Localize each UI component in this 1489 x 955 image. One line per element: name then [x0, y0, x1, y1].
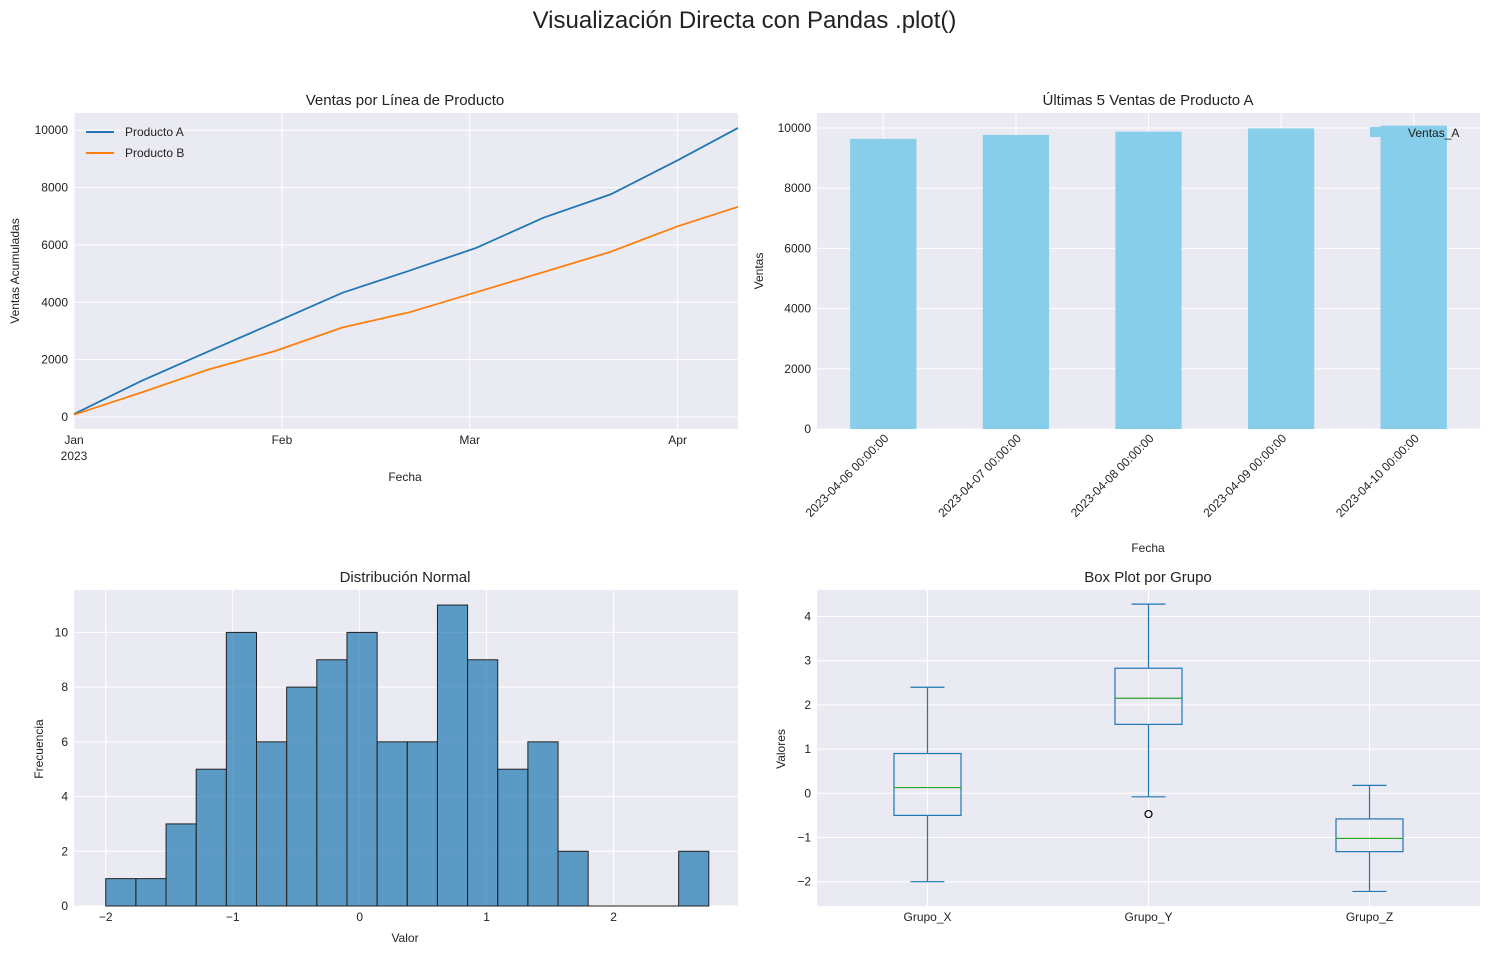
bar — [1380, 125, 1447, 429]
histogram-bar — [467, 659, 499, 907]
y-tick-label: 0 — [61, 410, 68, 424]
y-tick-label: −2 — [797, 875, 811, 889]
histogram-bar — [135, 878, 167, 907]
y-tick-label: 4000 — [41, 295, 68, 309]
boxplot-panel: Box Plot por Grupo Valores −2 −1 0 1 2 3 4 Grup… — [774, 569, 1480, 924]
histogram-bar — [225, 631, 258, 907]
y-tick-label: 2 — [804, 698, 811, 712]
histogram-bar — [406, 741, 438, 907]
bar-chart-panel: Últimas 5 Ventas de Producto A Fecha Ven… — [752, 92, 1480, 555]
y-tick-label: 0 — [804, 422, 811, 436]
y-tick-label: 10000 — [778, 121, 812, 135]
histogram-bar — [346, 631, 378, 907]
histogram-bar — [105, 878, 137, 907]
legend-label: Producto A — [125, 125, 184, 139]
histogram-bar — [436, 604, 469, 907]
y-tick-label: 3 — [804, 654, 811, 668]
y-tick-label: 2000 — [784, 362, 811, 376]
outlier-point — [1144, 809, 1153, 819]
histogram-bar — [286, 686, 318, 907]
histogram-ylabel: Frecuencia — [32, 719, 46, 779]
histogram-bar — [376, 741, 408, 907]
legend-swatch — [1370, 127, 1397, 137]
histogram-bar — [557, 850, 589, 907]
histogram-xlabel: Valor — [391, 931, 418, 945]
y-tick-label: 0 — [61, 899, 68, 913]
y-tick-label: 10000 — [35, 123, 69, 137]
line-chart-title: Ventas por Línea de Producto — [306, 92, 504, 109]
x-tick-label: 2 — [610, 910, 617, 924]
histogram-bar — [497, 768, 529, 907]
bar-chart-title: Últimas 5 Ventas de Producto A — [1043, 92, 1254, 109]
x-tick-label: 2023-04-10 00:00:00 — [1333, 431, 1422, 520]
figure-title: Visualización Directa con Pandas .plot() — [533, 7, 957, 34]
x-tick-label: 2023-04-08 00:00:00 — [1068, 431, 1157, 520]
x-tick-label: 1 — [483, 910, 490, 924]
line-chart-panel: Ventas por Línea de Producto Fecha Venta… — [8, 92, 739, 484]
box — [1335, 818, 1404, 853]
y-tick-label: 0 — [804, 786, 811, 800]
histogram-bar — [678, 850, 710, 907]
y-tick-label: 6 — [61, 735, 68, 749]
boxplot-ylabel: Valores — [774, 729, 788, 769]
histogram-bar — [527, 741, 559, 907]
y-tick-label: 6000 — [41, 238, 68, 252]
x-tick-label: 2023-04-09 00:00:00 — [1201, 431, 1290, 520]
bar — [1115, 131, 1182, 429]
y-tick-label: 4 — [804, 610, 811, 624]
histogram-panel: Distribución Normal Valor Frecuencia −2 −… — [32, 569, 738, 945]
y-tick-label: 10 — [55, 625, 69, 639]
x-tick-label: 2023-04-07 00:00:00 — [935, 431, 1024, 520]
y-tick-label: 8 — [61, 680, 68, 694]
line-chart-xlabel: Fecha — [388, 470, 422, 484]
bar-chart-ylabel: Ventas — [752, 253, 766, 290]
bar — [982, 134, 1050, 429]
bar-chart-xlabel: Fecha — [1131, 541, 1165, 555]
y-tick-label: 4 — [61, 790, 68, 804]
x-tick-label: −2 — [99, 910, 113, 924]
x-tick-label: −1 — [226, 910, 240, 924]
x-tick-label: Grupo_Z — [1346, 910, 1393, 924]
legend-label: Ventas_A — [1408, 126, 1459, 140]
box — [893, 752, 962, 816]
y-tick-label: 1 — [804, 742, 811, 756]
bar — [1247, 128, 1315, 429]
x-tick-label: Apr — [668, 433, 687, 447]
y-tick-label: 8000 — [41, 181, 68, 195]
x-tick-label: Grupo_Y — [1124, 910, 1172, 924]
x-tick-sublabel: 2023 — [61, 449, 88, 463]
box — [1114, 667, 1183, 725]
y-tick-label: 6000 — [784, 241, 811, 255]
histogram-bar — [195, 768, 227, 907]
x-tick-label: 2023-04-06 00:00:00 — [803, 431, 892, 520]
legend-label: Producto B — [125, 146, 184, 160]
histogram-bar — [165, 823, 197, 907]
y-tick-label: 2000 — [41, 353, 68, 367]
bar — [850, 138, 917, 430]
y-tick-label: −1 — [797, 830, 811, 844]
histogram-title: Distribución Normal — [340, 569, 471, 586]
y-tick-label: 2 — [61, 844, 68, 858]
x-tick-label: Grupo_X — [903, 910, 951, 924]
series-line — [73, 205, 739, 416]
series-line — [73, 127, 739, 415]
histogram-bar — [256, 741, 288, 907]
y-tick-label: 4000 — [784, 302, 811, 316]
x-tick-label: Mar — [459, 433, 480, 447]
x-tick-label: Jan — [64, 433, 83, 447]
histogram-bar — [316, 659, 348, 907]
y-tick-label: 8000 — [784, 181, 811, 195]
line-chart-ylabel: Ventas Acumuladas — [8, 218, 22, 323]
boxplot-title: Box Plot por Grupo — [1084, 569, 1212, 586]
x-tick-label: Feb — [272, 433, 293, 447]
x-tick-label: 0 — [356, 910, 363, 924]
